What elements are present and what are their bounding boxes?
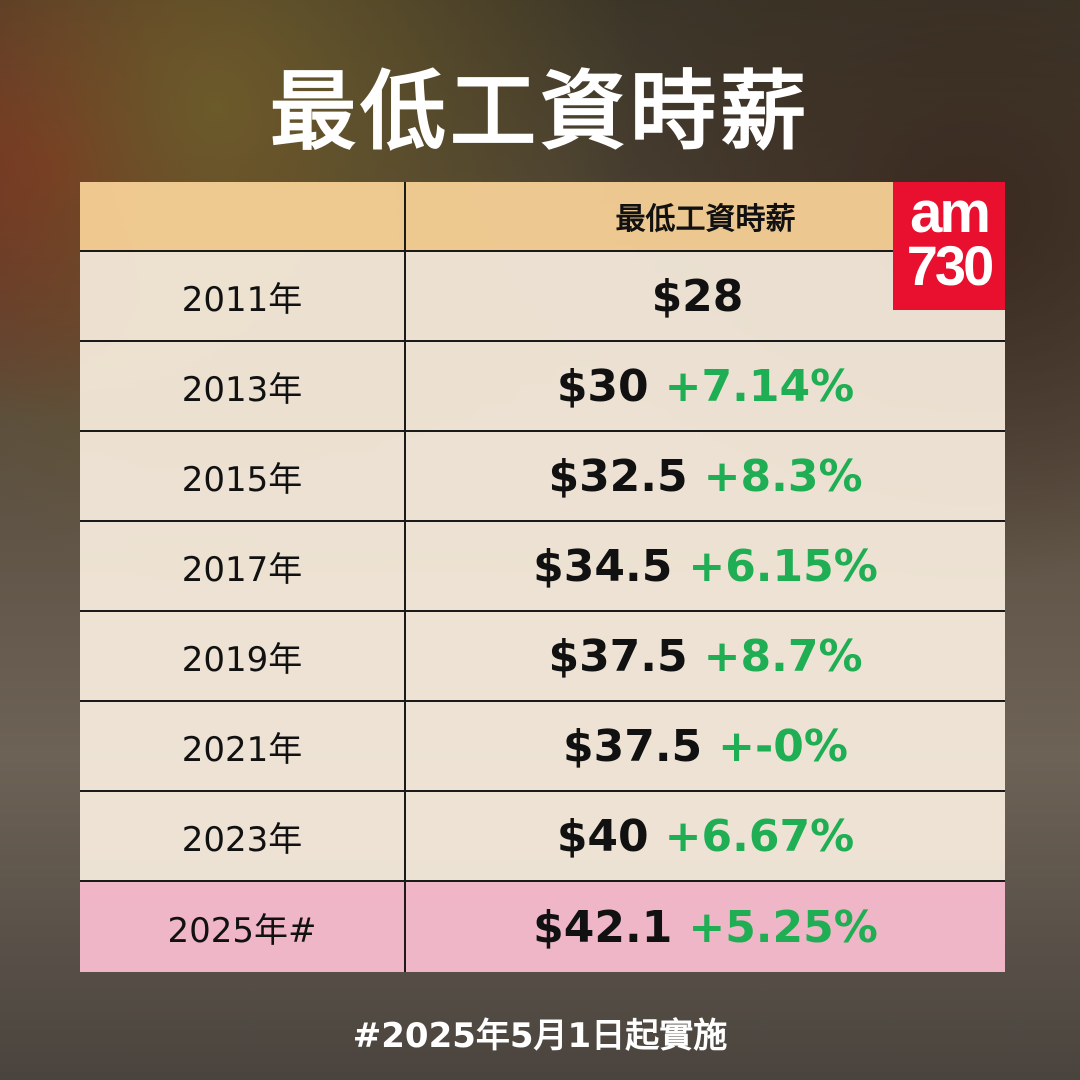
wage-cell: $37.5 +-0%: [406, 702, 1005, 790]
table-row: 2021年 $37.5 +-0%: [80, 702, 1005, 792]
table-row: 2025年# $42.1 +5.25%: [80, 882, 1005, 972]
logo-text-am: am: [910, 180, 991, 245]
table-row: 2017年 $34.5 +6.15%: [80, 522, 1005, 612]
table-row: 2023年 $40 +6.67%: [80, 792, 1005, 882]
wage-table: 最低工資時薪 2011年 $28 2013年 $30 +7.14% 2015年 …: [80, 182, 1005, 972]
wage-value: $30: [556, 360, 649, 412]
wage-cell: $30 +7.14%: [406, 342, 1005, 430]
year-cell: 2019年: [80, 612, 406, 700]
page-title: 最低工資時薪: [270, 62, 810, 162]
header-year: [80, 182, 406, 250]
wage-cell: $32.5 +8.3%: [406, 432, 1005, 520]
change-value: +7.14%: [664, 360, 855, 412]
table-header: 最低工資時薪: [80, 182, 1005, 252]
table-row: 2013年 $30 +7.14%: [80, 342, 1005, 432]
footnote: #2025年5月1日起實施: [352, 1016, 728, 1056]
table-row: 2011年 $28: [80, 252, 1005, 342]
table-row: 2015年 $32.5 +8.3%: [80, 432, 1005, 522]
change-value: +5.25%: [688, 901, 878, 953]
wage-value: $40: [556, 810, 649, 862]
change-value: +8.7%: [703, 630, 863, 682]
change-value: +8.3%: [703, 450, 863, 502]
wage-value: $34.5: [533, 540, 673, 592]
wage-value: $37.5: [548, 630, 688, 682]
header-wage: 最低工資時薪: [615, 202, 796, 237]
wage-value: $42.1: [533, 901, 673, 953]
year-cell: 2023年: [80, 792, 406, 880]
am730-logo: am 730: [893, 182, 1005, 310]
wage-cell: $40 +6.67%: [406, 792, 1005, 880]
table-row: 2019年 $37.5 +8.7%: [80, 612, 1005, 702]
wage-value: $28: [651, 270, 744, 322]
year-cell: 2017年: [80, 522, 406, 610]
change-value: +6.67%: [664, 810, 855, 862]
logo-text-730: 730: [906, 234, 994, 297]
wage-cell: $28: [406, 252, 1005, 340]
year-cell: 2015年: [80, 432, 406, 520]
wage-value: $32.5: [548, 450, 688, 502]
year-cell: 2021年: [80, 702, 406, 790]
wage-cell: $37.5 +8.7%: [406, 612, 1005, 700]
change-value: +-0%: [718, 720, 849, 772]
year-cell: 2011年: [80, 252, 406, 340]
wage-cell: $42.1 +5.25%: [406, 882, 1005, 972]
wage-value: $37.5: [562, 720, 703, 772]
change-value: +6.15%: [688, 540, 878, 592]
year-cell: 2025年#: [80, 882, 406, 972]
year-cell: 2013年: [80, 342, 406, 430]
wage-cell: $34.5 +6.15%: [406, 522, 1005, 610]
